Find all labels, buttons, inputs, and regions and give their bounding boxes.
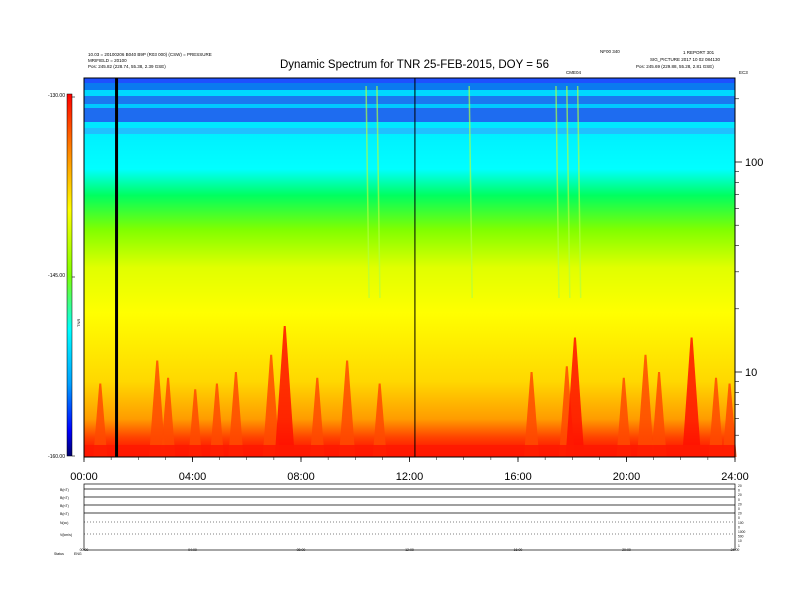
time-tick-label-5: 20:00 bbox=[613, 471, 641, 483]
lower-parameter-panel: B(nT) B(nT) B(nT) B(nT) N(cc) V(km/s) Status EN… bbox=[54, 483, 746, 556]
burst-7 bbox=[274, 326, 295, 457]
burst-9 bbox=[338, 360, 356, 457]
burst-layer bbox=[84, 326, 737, 457]
type3-layer bbox=[365, 85, 582, 299]
burst-4 bbox=[209, 383, 224, 457]
lower-right-tick-3: 0 bbox=[738, 498, 740, 502]
type3-burst-4 bbox=[566, 85, 571, 299]
colorbar-ticks bbox=[72, 96, 75, 457]
time-tick-label-6: 24:00 bbox=[721, 471, 749, 483]
time-tick-label-2: 08:00 bbox=[287, 471, 315, 483]
lower-right-tick-12: 10 bbox=[738, 539, 742, 543]
burst-14 bbox=[616, 377, 632, 457]
type3-burst-0 bbox=[365, 85, 370, 299]
lower-right-tick-1: 0 bbox=[738, 489, 740, 493]
lower-row-label-4: N(cc) bbox=[60, 521, 68, 525]
header-top-right-line3: Pos: 245.69 (229.88, 55.28, 2.81 GSE) bbox=[636, 64, 714, 69]
header-top-left-line3: Pos: 245.82 (228.74, 55.38, 2.39 GSE) bbox=[88, 64, 166, 69]
burst-8 bbox=[309, 377, 325, 457]
header-top-left-line1: 10.03 = 20100206 B040 B9P (R03 000) (CSW… bbox=[88, 52, 212, 57]
colorbar-tick-top: -130.00 bbox=[48, 93, 65, 99]
time-tick-label-4: 16:00 bbox=[504, 471, 532, 483]
lower-right-tick-10: 1000 bbox=[738, 530, 746, 534]
top-band-7 bbox=[84, 128, 735, 134]
burst-10 bbox=[372, 383, 387, 457]
lower-time-label-4: 16:00 bbox=[514, 548, 523, 552]
burst-18 bbox=[708, 377, 724, 457]
lower-right-tick-11: 500 bbox=[738, 535, 744, 539]
top-band-6 bbox=[84, 122, 735, 128]
lower-row-label-1: B(nT) bbox=[60, 496, 69, 500]
top-band-2 bbox=[84, 90, 735, 96]
lower-row-label-5: V(km/s) bbox=[60, 533, 72, 537]
lower-row-label-6: Status bbox=[54, 552, 64, 556]
lower-time-label-5: 20:00 bbox=[622, 548, 631, 552]
lower-row-label-2: B(nT) bbox=[60, 504, 69, 508]
lower-right-tick-8: 100 bbox=[738, 521, 744, 525]
burst-5 bbox=[228, 372, 244, 457]
burst-2 bbox=[160, 377, 176, 457]
time-tick-label-3: 12:00 bbox=[396, 471, 424, 483]
time-tick-label-1: 04:00 bbox=[179, 471, 207, 483]
frequency-tick-label-100: 100 bbox=[745, 157, 763, 169]
lower-panel-frame bbox=[83, 483, 736, 551]
lower-right-tick-2: 20 bbox=[738, 493, 742, 497]
lower-time-label-0: 00:00 bbox=[80, 548, 89, 552]
type3-burst-3 bbox=[555, 85, 560, 299]
burst-15 bbox=[636, 354, 654, 457]
lower-right-tick-4: 20 bbox=[738, 502, 742, 506]
corner-tag: EC3 bbox=[739, 70, 748, 75]
header-top-right-line1: 1 REPORT 301 bbox=[683, 50, 715, 55]
colorbar bbox=[66, 93, 73, 457]
colorbar-tick-mid: -145.00 bbox=[48, 273, 65, 279]
frequency-tick-label-10: 10 bbox=[745, 367, 757, 379]
lower-time-label-2: 08:00 bbox=[297, 548, 306, 552]
lower-time-label-1: 04:00 bbox=[188, 548, 197, 552]
burst-16 bbox=[651, 372, 667, 457]
top-band-5 bbox=[84, 108, 735, 122]
lower-row-label-3: B(nT) bbox=[60, 512, 69, 516]
time-axis: 00:00 04:00 08:00 12:00 16:00 20:00 24:00 bbox=[70, 457, 749, 483]
lower-right-tick-9: 0 bbox=[738, 525, 740, 529]
frequency-axis: 100 10 bbox=[735, 98, 763, 436]
status-text: ENG bbox=[74, 552, 82, 556]
event-tag: CME04 bbox=[566, 70, 582, 75]
lower-right-tick-13: 1 bbox=[738, 544, 740, 548]
spectrum-plot bbox=[83, 77, 737, 458]
low-frequency-red-band bbox=[84, 445, 735, 457]
burst-19 bbox=[722, 383, 737, 457]
burst-3 bbox=[188, 389, 202, 457]
top-band-1 bbox=[84, 83, 735, 90]
header-top-right-tag: NF00 340 bbox=[600, 49, 620, 54]
burst-6 bbox=[262, 354, 280, 457]
top-band-4 bbox=[84, 104, 735, 108]
burst-17 bbox=[682, 337, 701, 457]
lower-row-label-0: B(nT) bbox=[60, 488, 69, 492]
type3-burst-5 bbox=[576, 85, 582, 299]
colorbar-label: TNR bbox=[76, 319, 81, 327]
lower-time-label-6: 24:00 bbox=[731, 548, 740, 552]
colorbar-tick-bottom: -160.00 bbox=[48, 454, 65, 460]
lower-right-tick-5: 0 bbox=[738, 507, 740, 511]
lower-right-tick-7: 0 bbox=[738, 516, 740, 520]
data-gap-layer bbox=[115, 78, 416, 457]
spectrum-background bbox=[84, 78, 735, 457]
type3-burst-2 bbox=[468, 85, 473, 299]
lower-time-label-3: 12:00 bbox=[405, 548, 414, 552]
lower-right-tick-6: 20 bbox=[738, 512, 742, 516]
time-tick-label-0: 00:00 bbox=[70, 471, 98, 483]
header-top-right-line2: SIG_PICTURE 2017 10 02 084130 bbox=[650, 57, 721, 62]
chart-title: Dynamic Spectrum for TNR 25-FEB-2015, DO… bbox=[280, 59, 549, 71]
burst-13 bbox=[565, 337, 585, 457]
frequency-minor-ticks bbox=[735, 98, 739, 436]
burst-1 bbox=[149, 360, 166, 457]
type3-burst-1 bbox=[376, 85, 381, 299]
header-top-left-line2: MRIFIELD = 20100 bbox=[88, 58, 127, 63]
top-band-3 bbox=[84, 96, 735, 104]
top-band-dark bbox=[84, 78, 735, 83]
lower-right-tick-0: 20 bbox=[738, 484, 742, 488]
burst-0 bbox=[93, 383, 108, 457]
burst-11 bbox=[523, 372, 540, 457]
